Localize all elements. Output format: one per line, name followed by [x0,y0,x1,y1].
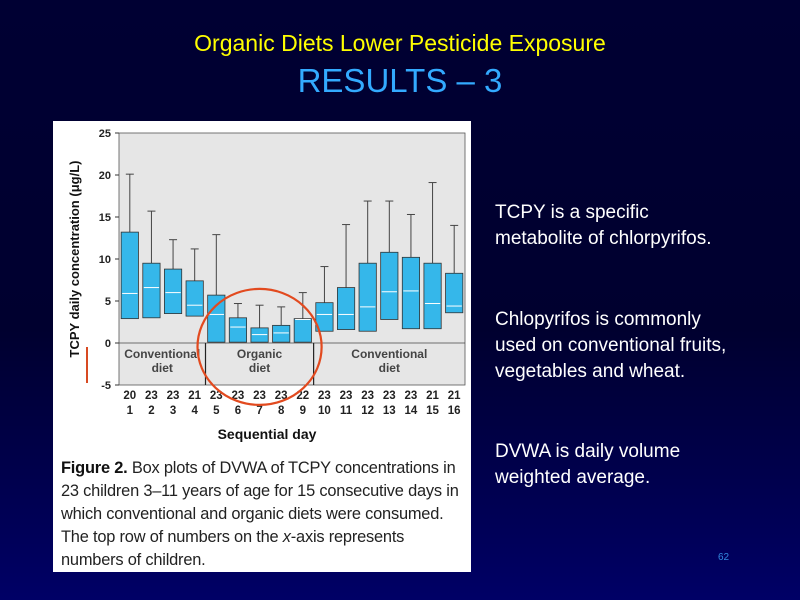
day-label: 2 [148,405,154,417]
children-count-label: 21 [188,390,201,402]
box-day-8 [272,324,291,343]
box-day-11 [337,287,356,330]
note-line: weighted average. [495,467,651,488]
box-day-9 [293,318,312,343]
box-day-16 [445,272,464,314]
figure-caption-label: Figure 2. [61,459,128,477]
box-day-13 [380,251,399,320]
children-count-label: 23 [340,390,353,402]
note-line: metabolite of chlorpyrifos. [495,228,712,249]
children-count-label: 23 [210,390,223,402]
children-count-label: 23 [383,390,396,402]
day-label: 7 [256,405,262,417]
day-label: 1 [127,405,134,417]
note-line: TCPY is a specific [495,202,649,223]
box-day-15 [423,262,442,330]
box-day-1 [120,231,139,320]
day-label: 10 [318,405,331,417]
y-axis-label: TCPY daily concentration (μg/L) [67,161,82,358]
group-label: diet [379,361,400,375]
children-count-label: 23 [361,390,374,402]
group-label: Conventional [351,347,427,361]
children-count-label: 23 [405,390,418,402]
day-label: 11 [340,405,353,417]
box-day-4 [185,280,204,317]
box-day-2 [142,262,161,319]
y-tick-label: 10 [99,254,111,266]
group-label: diet [152,361,173,375]
children-count-label: 23 [167,390,180,402]
note-line: used on conventional fruits, [495,335,727,356]
day-label: 13 [383,405,396,417]
children-count-label: 22 [296,390,309,402]
note-line: Chlopyrifos is commonly [495,309,701,330]
figure-caption-text-1: Box plots of DVWA of TCPY concentrations… [61,459,459,546]
y-tick-label: 5 [105,296,111,308]
y-tick-label: 15 [99,212,111,224]
organic-highlight-circle [196,287,323,406]
children-count-label: 20 [123,390,136,402]
box-day-5 [207,294,226,343]
note-line: DVWA is daily volume [495,441,681,462]
figure-panel: -5 0 5 10 15 20 25 TCPY daily concentration (μg… [53,121,471,572]
group-label: Conventional [124,347,200,361]
children-count-label: 23 [145,390,158,402]
group-label: Organic [237,347,283,361]
day-label: 6 [235,405,241,417]
figure-caption-italic: x [282,528,291,546]
day-label: 14 [405,405,418,417]
figure-caption-text-2: -axis represents numbers of children. [61,528,405,569]
day-label: 4 [191,405,198,417]
day-label: 16 [448,405,461,417]
y-tick-label: 0 [105,338,111,350]
day-label: 3 [170,405,176,417]
children-count-label: 23 [253,390,266,402]
slide-subtitle: RESULTS – 3 [297,62,503,99]
day-label: 15 [426,405,439,417]
day-label: 8 [278,405,285,417]
day-label: 5 [213,405,220,417]
day-label: 12 [361,405,374,417]
y-tick-label: 20 [99,170,111,182]
children-count-label: 23 [318,390,331,402]
children-count-label: 21 [426,390,439,402]
day-label: 9 [300,405,306,417]
children-count-label: 23 [232,390,245,402]
box-day-6 [228,317,247,343]
box-day-3 [164,268,183,315]
x-axis-label: Sequential day [218,426,317,442]
children-count-label: 21 [448,390,461,402]
note-line: vegetables and wheat. [495,361,686,382]
box-day-12 [358,262,377,332]
page-number: 62 [718,552,730,563]
note-chlorpyrifos: Chlopyrifos is commonly used on conventi… [495,307,785,385]
y-tick-label: 25 [99,128,111,140]
note-tcpy: TCPY is a specific metabolite of chlorpy… [495,200,785,252]
slide-title: Organic Diets Lower Pesticide Exposure [194,30,606,56]
group-label: diet [249,361,270,375]
figure-caption: Figure 2. Box plots of DVWA of TCPY conc… [61,457,465,572]
box-day-14 [401,256,420,330]
box-day-10 [315,302,334,332]
y-tick-label: -5 [101,380,111,392]
children-count-label: 23 [275,390,288,402]
note-dvwa: DVWA is daily volume weighted average. [495,439,785,491]
